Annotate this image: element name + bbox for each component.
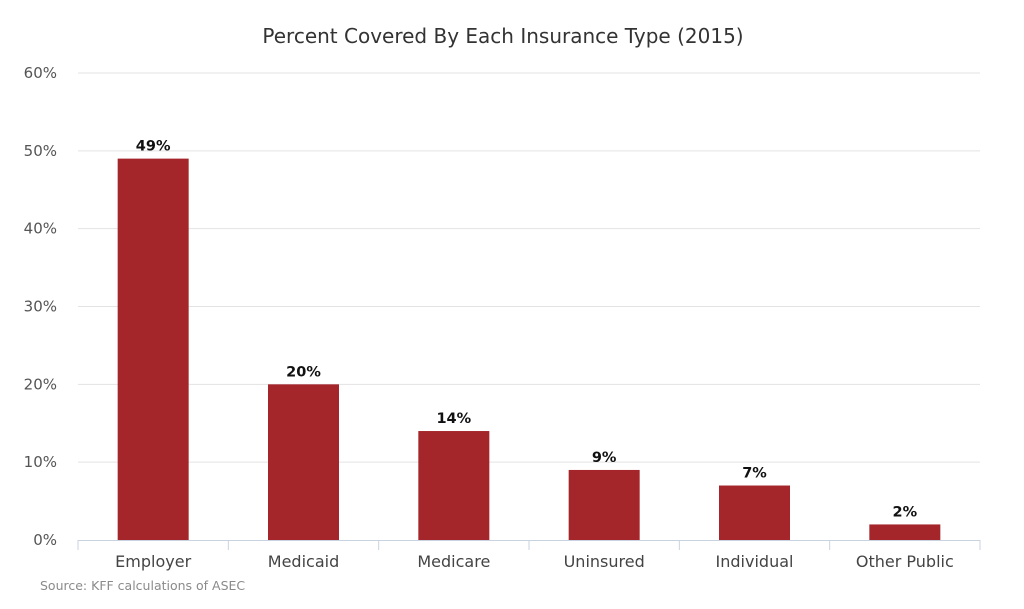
data-label: 9% (592, 450, 617, 466)
y-tick-label: 10% (24, 453, 57, 471)
x-axis (77, 540, 981, 550)
y-tick-label: 50% (24, 142, 57, 160)
data-label: 20% (286, 364, 321, 380)
data-labels: 49% 20% 14% 9% 7% 2% (136, 139, 918, 521)
x-axis-ticks: Employer Medicaid Medicare Uninsured Individ… (115, 552, 954, 571)
x-tick-label: Medicare (417, 552, 490, 571)
data-label: 49% (136, 139, 171, 155)
y-tick-label: 60% (24, 64, 57, 82)
y-tick-label: 20% (24, 375, 57, 393)
y-axis-ticks: 0% 10% 20% 30% 40% 50% 60% (24, 64, 57, 549)
x-tick-label: Uninsured (564, 552, 645, 571)
x-tick-label: Other Public (856, 552, 954, 571)
x-tick-label: Medicaid (268, 552, 339, 571)
bar (719, 485, 790, 540)
data-label: 14% (436, 411, 471, 427)
chart-title: Percent Covered By Each Insurance Type (… (262, 24, 743, 48)
y-tick-label: 40% (24, 220, 57, 238)
bar (869, 524, 941, 540)
bar (418, 431, 490, 540)
x-tick-label: Employer (115, 552, 191, 571)
y-tick-label: 30% (24, 298, 57, 316)
y-tick-label: 0% (33, 531, 57, 549)
source-note: Source: KFF calculations of ASEC (40, 578, 245, 593)
bar (568, 469, 640, 540)
gridlines (78, 72, 980, 463)
data-label: 7% (742, 466, 767, 482)
bar (268, 384, 339, 540)
data-label: 2% (893, 504, 918, 520)
x-tick-label: Individual (716, 552, 794, 571)
bars (117, 158, 941, 540)
bar (117, 158, 189, 540)
